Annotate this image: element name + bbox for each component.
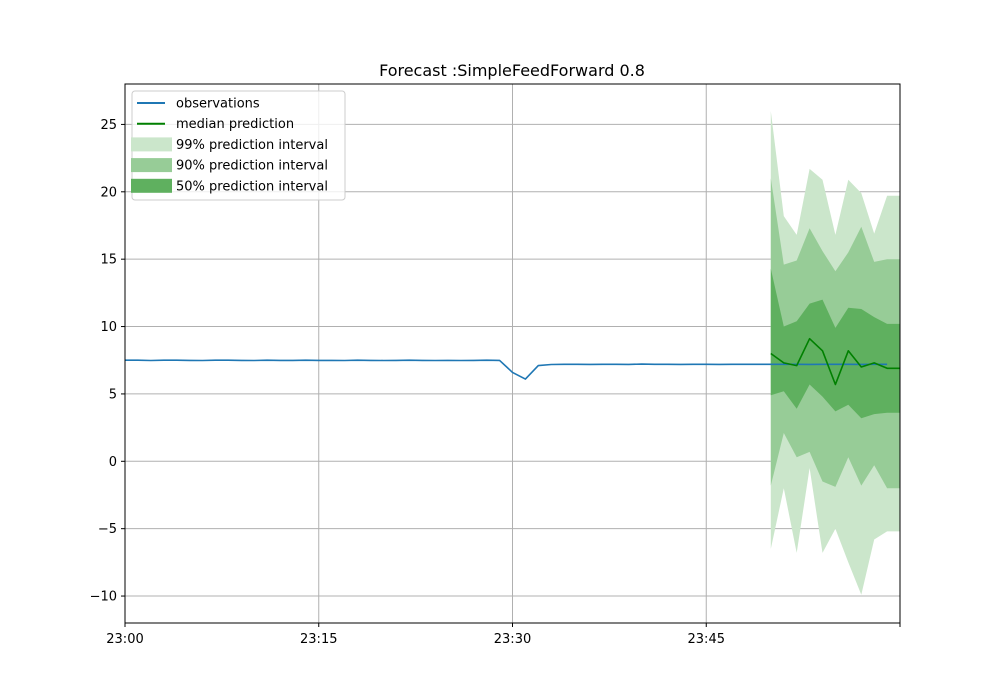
chart-title: Forecast :SimpleFeedForward 0.8 — [379, 61, 645, 80]
median-prediction-line — [770, 337, 900, 386]
y-tick-label: 25 — [100, 118, 117, 133]
y-tick-label: −10 — [90, 590, 117, 605]
x-tick-label: 23:00 — [106, 632, 143, 647]
legend-band-swatch — [131, 137, 172, 152]
legend-band-swatch — [131, 178, 172, 193]
x-tick-label: 23:45 — [688, 632, 725, 647]
axis-ticks: 23:00 23:15 23:30 23:45 −10 −5 0 5 10 15 20 25 — [90, 118, 901, 647]
series-lines — [125, 337, 900, 386]
y-tick-label: 10 — [100, 320, 117, 335]
y-tick-label: 5 — [109, 387, 117, 402]
x-tick-label: 23:15 — [300, 632, 337, 647]
legend-label: observations — [176, 97, 260, 112]
x-tick-label: 23:30 — [494, 632, 531, 647]
legend-label: 50% prediction interval — [176, 179, 328, 194]
y-tick-label: 15 — [100, 253, 117, 268]
observations-line — [125, 359, 888, 380]
legend-band-swatch — [131, 158, 172, 173]
legend-label: 99% prediction interval — [176, 138, 328, 153]
legend: observations median prediction 99% predict… — [131, 90, 346, 201]
legend-label: 90% prediction interval — [176, 159, 328, 174]
prediction-interval-band — [770, 268, 900, 419]
y-tick-label: 0 — [109, 455, 117, 470]
prediction-bands — [770, 111, 900, 595]
y-tick-label: −5 — [98, 522, 117, 537]
y-tick-label: 20 — [100, 185, 117, 200]
legend-label: median prediction — [176, 117, 294, 132]
